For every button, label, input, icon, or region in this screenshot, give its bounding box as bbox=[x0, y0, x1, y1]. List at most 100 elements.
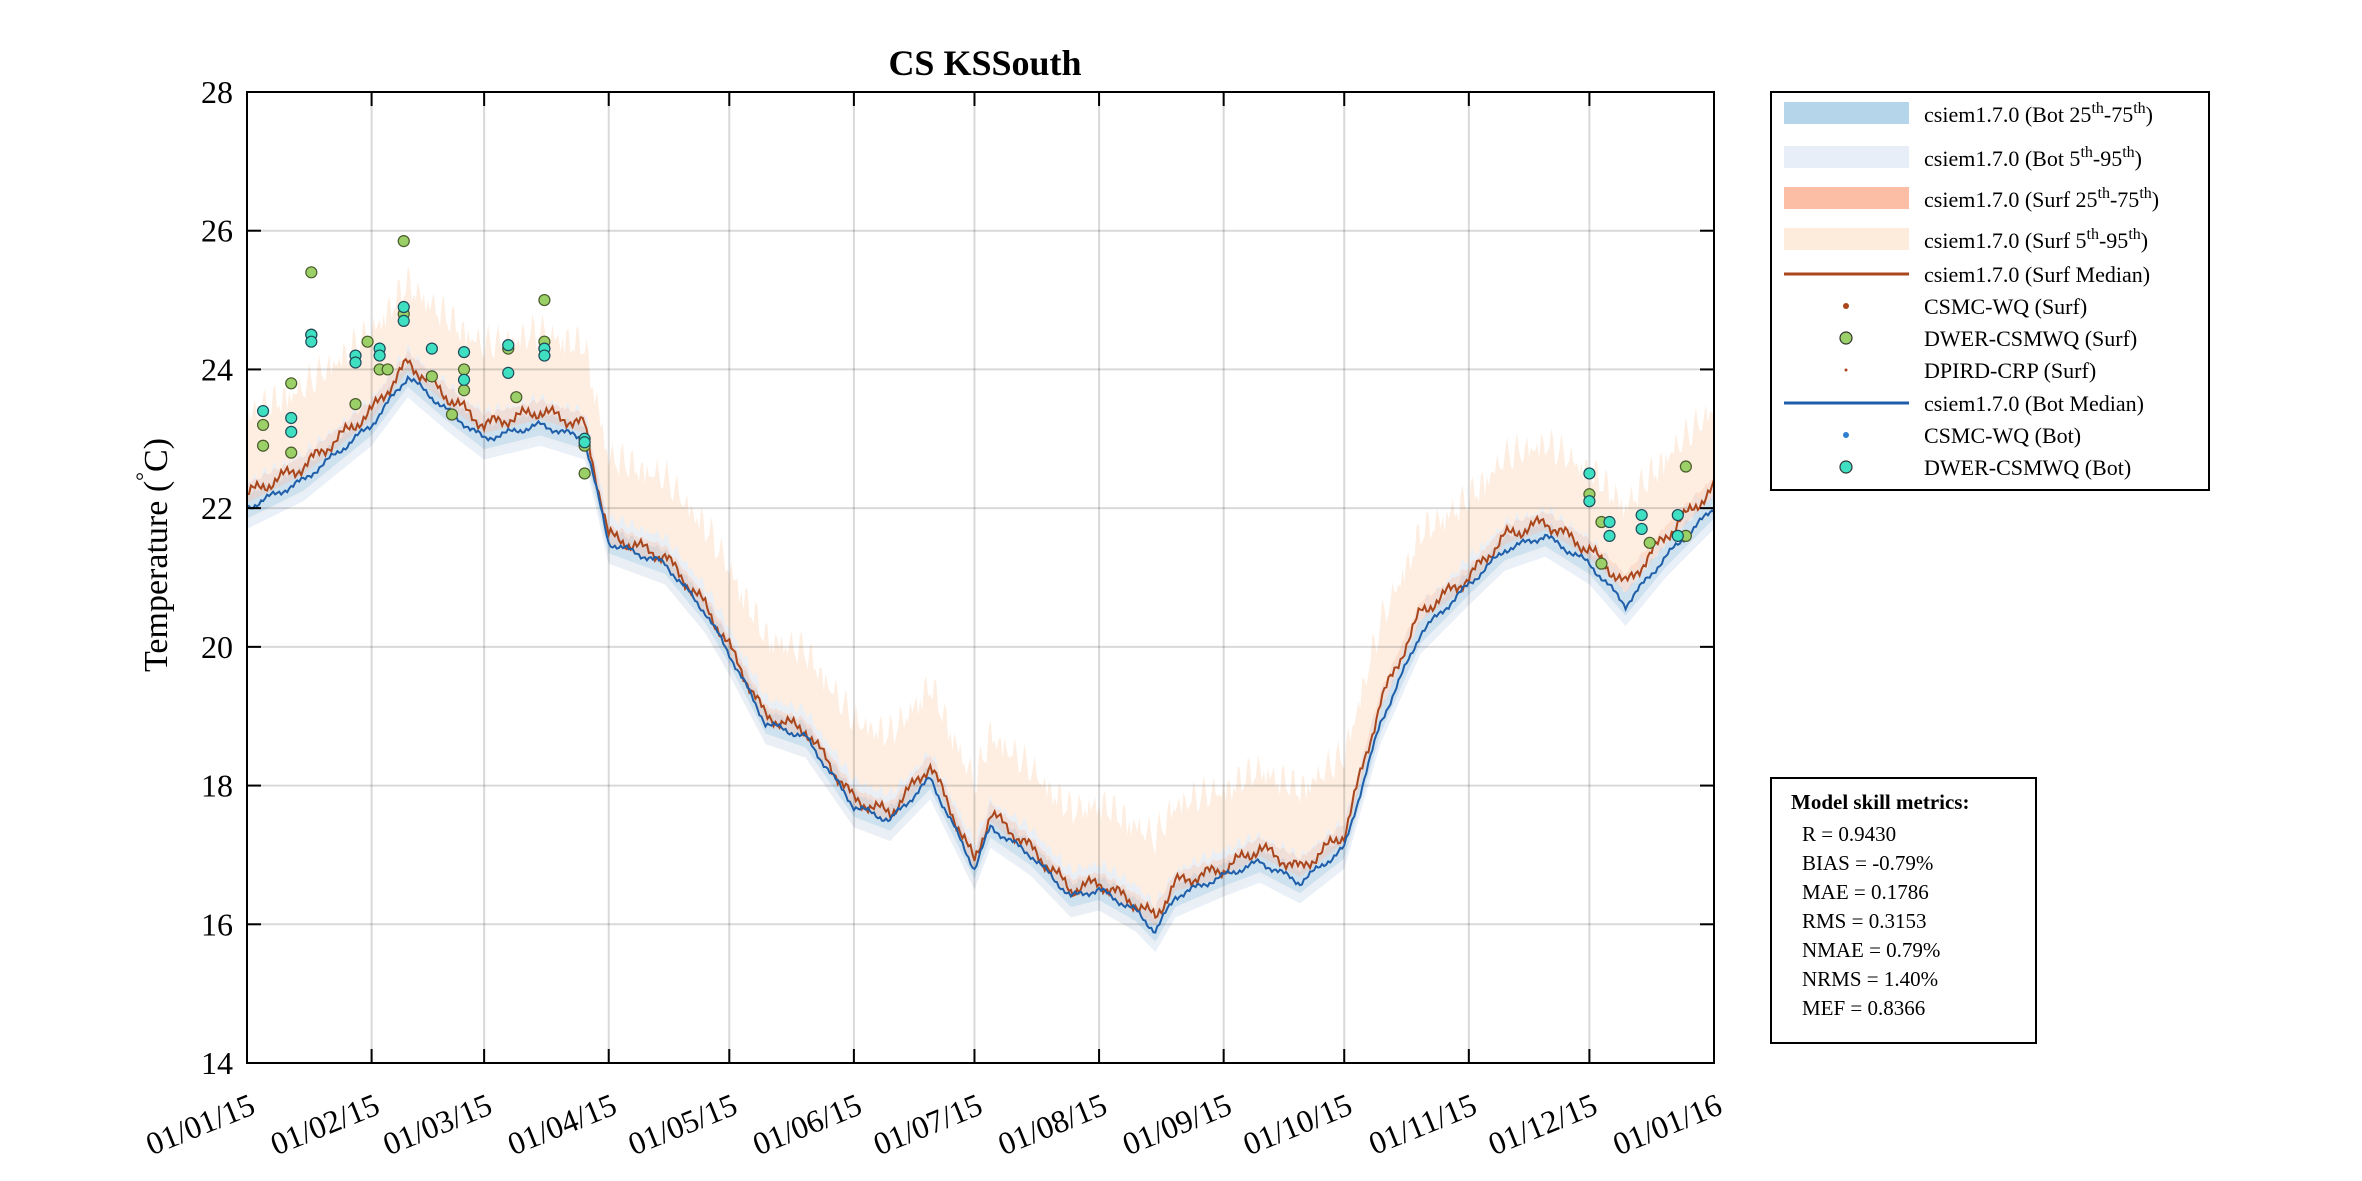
dwer-surf-point bbox=[510, 391, 523, 404]
legend-marker bbox=[1839, 331, 1853, 345]
svg-text:Temperature (°C): Temperature (°C) bbox=[131, 438, 175, 672]
dwer-bot-point bbox=[502, 339, 515, 352]
legend-item: CSMC-WQ (Bot) bbox=[1843, 423, 2081, 448]
legend-item: CSMC-WQ (Surf) bbox=[1843, 294, 2087, 319]
y-axis-label-unit: C) bbox=[138, 438, 175, 472]
legend-label: DWER-CSMWQ (Surf) bbox=[1924, 326, 2137, 351]
dwer-bot-point bbox=[578, 436, 591, 449]
observation-points bbox=[256, 235, 1692, 570]
y-tick-label: 18 bbox=[201, 768, 233, 804]
legend-item: csiem1.7.0 (Bot Median) bbox=[1784, 391, 2144, 416]
metrics-frame bbox=[1770, 777, 2037, 1044]
y-tick-label: 26 bbox=[201, 213, 233, 249]
legend-item: DWER-CSMWQ (Surf) bbox=[1839, 326, 2137, 351]
chart-title: CS KSSouth bbox=[888, 43, 1081, 83]
dwer-bot-point bbox=[1583, 495, 1596, 508]
dwer-bot-point bbox=[285, 425, 298, 438]
y-tick-label: 16 bbox=[201, 906, 233, 942]
legend-dot bbox=[1843, 432, 1849, 438]
dwer-bot-point bbox=[1635, 522, 1648, 536]
plot-area-frame bbox=[246, 91, 1715, 1064]
dwer-bot-point bbox=[457, 373, 471, 386]
metrics-list: R = 0.9430 BIAS = -0.79% MAE = 0.1786 RMS =… bbox=[1802, 822, 1940, 1020]
dwer-surf-point bbox=[361, 335, 374, 348]
legend-label: csiem1.7.0 (Surf 5th-95th) bbox=[1924, 226, 2148, 253]
legend-label: DPIRD-CRP (Surf) bbox=[1924, 358, 2096, 383]
dwer-surf-point bbox=[305, 266, 318, 279]
dwer-bot-point bbox=[538, 349, 551, 362]
dwer-bot-point bbox=[1671, 529, 1684, 542]
dwer-surf-point bbox=[285, 377, 298, 390]
y-axis-label: Temperature (°C) bbox=[131, 438, 175, 672]
metrics-heading: Model skill metrics: bbox=[1791, 790, 1969, 814]
y-tick-label: 24 bbox=[201, 351, 233, 387]
dwer-bot-point bbox=[1671, 508, 1684, 522]
dwer-bot-point bbox=[502, 366, 515, 379]
legend-item: csiem1.7.0 (Surf Median) bbox=[1784, 262, 2150, 287]
legend-item: DPIRD-CRP (Surf) bbox=[1844, 358, 2096, 383]
metric-line: BIAS = -0.79% bbox=[1802, 851, 1933, 875]
legend-dot bbox=[1843, 303, 1849, 309]
dwer-bot-point bbox=[256, 404, 270, 418]
legend-marker bbox=[1839, 460, 1853, 474]
legend-swatch bbox=[1784, 187, 1909, 209]
legend-label: csiem1.7.0 (Surf 25th-75th) bbox=[1924, 185, 2159, 212]
legend-label: DWER-CSMWQ (Bot) bbox=[1924, 455, 2131, 480]
metric-line: MEF = 0.8366 bbox=[1802, 996, 1925, 1020]
legend-item: csiem1.7.0 (Bot 5th-95th) bbox=[1784, 144, 2142, 171]
dwer-bot-point bbox=[1635, 508, 1648, 522]
legend-swatch bbox=[1784, 102, 1909, 124]
legend-label: CSMC-WQ (Bot) bbox=[1924, 423, 2081, 448]
legend-item: csiem1.7.0 (Bot 25th-75th) bbox=[1784, 100, 2153, 127]
legend-item: csiem1.7.0 (Surf 25th-75th) bbox=[1784, 185, 2159, 212]
dwer-surf-point bbox=[578, 467, 591, 480]
legend-swatch bbox=[1784, 146, 1909, 168]
grid-lines bbox=[247, 92, 1714, 1063]
legend-item: csiem1.7.0 (Surf 5th-95th) bbox=[1784, 226, 2148, 253]
dwer-surf-point bbox=[445, 408, 459, 421]
dwer-surf-point bbox=[457, 363, 471, 376]
metric-line: R = 0.9430 bbox=[1802, 822, 1896, 846]
percentile-bands bbox=[247, 266, 1714, 952]
metric-line: RMS = 0.3153 bbox=[1802, 909, 1926, 933]
legend-item: DWER-CSMWQ (Bot) bbox=[1839, 455, 2131, 480]
dwer-bot-point bbox=[305, 335, 318, 348]
dwer-surf-point bbox=[349, 398, 362, 411]
legend-swatch bbox=[1784, 228, 1909, 250]
legend-label: csiem1.7.0 (Bot 25th-75th) bbox=[1924, 100, 2153, 127]
degree-symbol: ° bbox=[131, 472, 156, 481]
dwer-bot-point bbox=[1603, 515, 1616, 529]
metric-line: MAE = 0.1786 bbox=[1802, 880, 1929, 904]
metric-line: NRMS = 1.40% bbox=[1802, 967, 1938, 991]
legend-label: csiem1.7.0 (Surf Median) bbox=[1924, 262, 2150, 287]
dwer-surf-point bbox=[1643, 536, 1656, 549]
dwer-surf-point bbox=[1679, 460, 1692, 473]
y-tick-label: 14 bbox=[201, 1045, 233, 1081]
dwer-bot-point bbox=[457, 345, 471, 359]
bot-median-line bbox=[246, 374, 1715, 934]
legend-label: CSMC-WQ (Surf) bbox=[1924, 294, 2087, 319]
y-tick-label: 20 bbox=[201, 629, 233, 665]
legend-label: csiem1.7.0 (Bot 5th-95th) bbox=[1924, 144, 2142, 171]
dwer-bot-point bbox=[397, 314, 410, 327]
dwer-surf-point bbox=[538, 293, 551, 307]
dwer-surf-point bbox=[256, 439, 270, 452]
dwer-surf-point bbox=[1595, 557, 1608, 570]
legend: csiem1.7.0 (Bot 25th-75th) csiem1.7.0 (Bo… bbox=[1770, 91, 2210, 491]
skill-metrics-box: Model skill metrics: R = 0.9430 BIAS = -0… bbox=[1770, 777, 2037, 1044]
dwer-bot-point bbox=[425, 342, 438, 355]
surf-median-line bbox=[246, 357, 1715, 920]
dwer-bot-point bbox=[1603, 529, 1616, 542]
y-axis-label-main: Temperature ( bbox=[138, 481, 175, 672]
dwer-bot-point bbox=[373, 349, 386, 362]
dwer-bot-point bbox=[285, 411, 298, 425]
dwer-surf-point bbox=[381, 363, 394, 376]
dwer-bot-point bbox=[349, 356, 362, 369]
dwer-surf-point bbox=[457, 384, 471, 397]
dwer-surf-point bbox=[397, 235, 410, 248]
y-tick-label: 22 bbox=[201, 490, 233, 526]
y-tick-label: 28 bbox=[201, 74, 233, 110]
surf-5-95-band bbox=[247, 266, 1714, 946]
dwer-surf-point bbox=[425, 370, 438, 383]
